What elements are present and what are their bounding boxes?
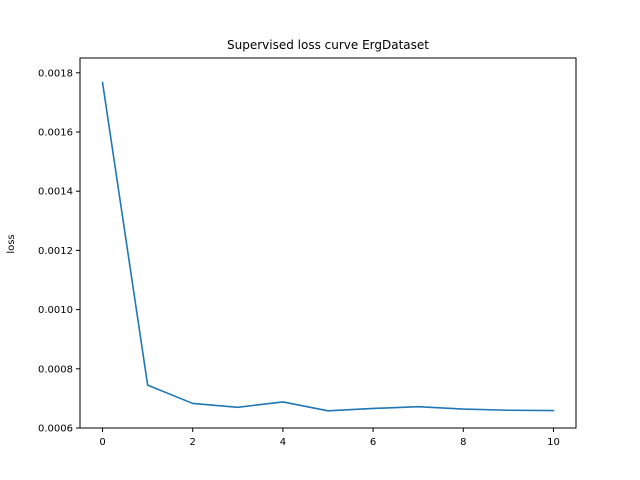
y-tick-label: 0.0012 — [38, 246, 73, 257]
series-line — [101, 81, 555, 412]
y-tick-label: 0.0006 — [38, 424, 73, 435]
x-tick-label: 4 — [280, 437, 286, 448]
x-tick-label: 2 — [190, 437, 196, 448]
y-tick-label: 0.0008 — [38, 364, 73, 375]
x-tick-label: 8 — [460, 437, 466, 448]
y-tick-label: 0.0010 — [38, 305, 73, 316]
x-tick-label: 10 — [547, 437, 560, 448]
x-tick-label: 6 — [370, 437, 376, 448]
y-axis-label: loss — [6, 234, 17, 253]
y-tick-label: 0.0014 — [38, 187, 73, 198]
chart-title: Supervised loss curve ErgDataset — [227, 38, 429, 52]
y-tick-label: 0.0018 — [38, 68, 73, 79]
y-tick-label: 0.0016 — [38, 128, 73, 139]
x-tick-label: 0 — [99, 437, 105, 448]
plot-frame — [79, 57, 577, 429]
